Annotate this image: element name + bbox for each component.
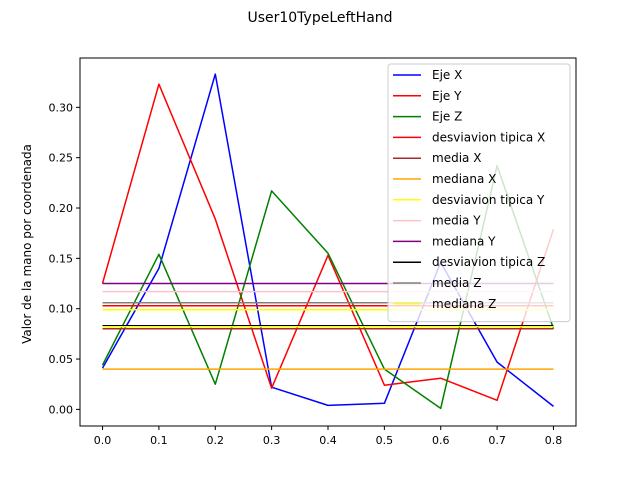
x-tick-label: 0.0 xyxy=(94,434,112,447)
chart-title: User10TypeLeftHand xyxy=(247,10,392,26)
legend-label: media X xyxy=(432,151,481,165)
plot-area: 0.0 0.1 0.2 0.3 0.4 0.5 0.6 0.7 0.8 0.00 0.05 0.10… xyxy=(49,57,577,447)
x-tick-label: 0.5 xyxy=(376,434,394,447)
legend-label: media Y xyxy=(432,214,481,228)
x-tick-label: 0.2 xyxy=(207,434,225,447)
x-tick-label: 0.4 xyxy=(319,434,337,447)
y-tick-label: 0.30 xyxy=(49,101,74,114)
y-tick-label: 0.25 xyxy=(49,152,74,165)
series-line-eje-y xyxy=(101,83,555,402)
legend-label: Eje Y xyxy=(432,89,462,103)
x-tick-label: 0.8 xyxy=(545,434,563,447)
legend-label: media Z xyxy=(432,276,481,290)
y-tick-label: 0.20 xyxy=(49,202,74,215)
legend-label: mediana Z xyxy=(432,297,496,311)
legend-label: Eje X xyxy=(432,68,462,82)
x-tick-label: 0.1 xyxy=(150,434,168,447)
x-tick-label: 0.3 xyxy=(263,434,281,447)
legend-label: desviavion tipica Y xyxy=(432,193,545,207)
legend-label: desviavion tipica Z xyxy=(432,255,545,269)
y-axis-label: Valor de la mano por coordenada xyxy=(20,144,34,344)
legend: Eje X Eje Y Eje Z desviavion tipica X media … xyxy=(387,63,571,323)
x-axis: 0.0 0.1 0.2 0.3 0.4 0.5 0.6 0.7 0.8 xyxy=(94,426,562,447)
y-axis: 0.00 0.05 0.10 0.15 0.20 0.25 0.30 xyxy=(49,101,80,416)
legend-label: mediana Y xyxy=(432,234,496,248)
legend-label: Eje Z xyxy=(432,110,462,124)
legend-label: mediana X xyxy=(432,172,496,186)
y-tick-label: 0.00 xyxy=(49,403,74,416)
y-tick-label: 0.10 xyxy=(49,303,74,316)
y-tick-label: 0.05 xyxy=(49,353,74,366)
legend-box xyxy=(387,63,571,323)
x-tick-label: 0.6 xyxy=(432,434,450,447)
x-tick-label: 0.7 xyxy=(488,434,506,447)
legend-label: desviavion tipica X xyxy=(432,130,545,144)
y-tick-label: 0.15 xyxy=(49,252,74,265)
